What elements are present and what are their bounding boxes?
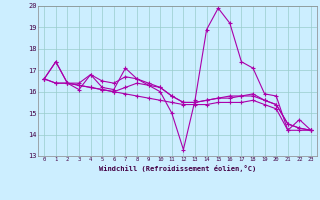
X-axis label: Windchill (Refroidissement éolien,°C): Windchill (Refroidissement éolien,°C) bbox=[99, 165, 256, 172]
